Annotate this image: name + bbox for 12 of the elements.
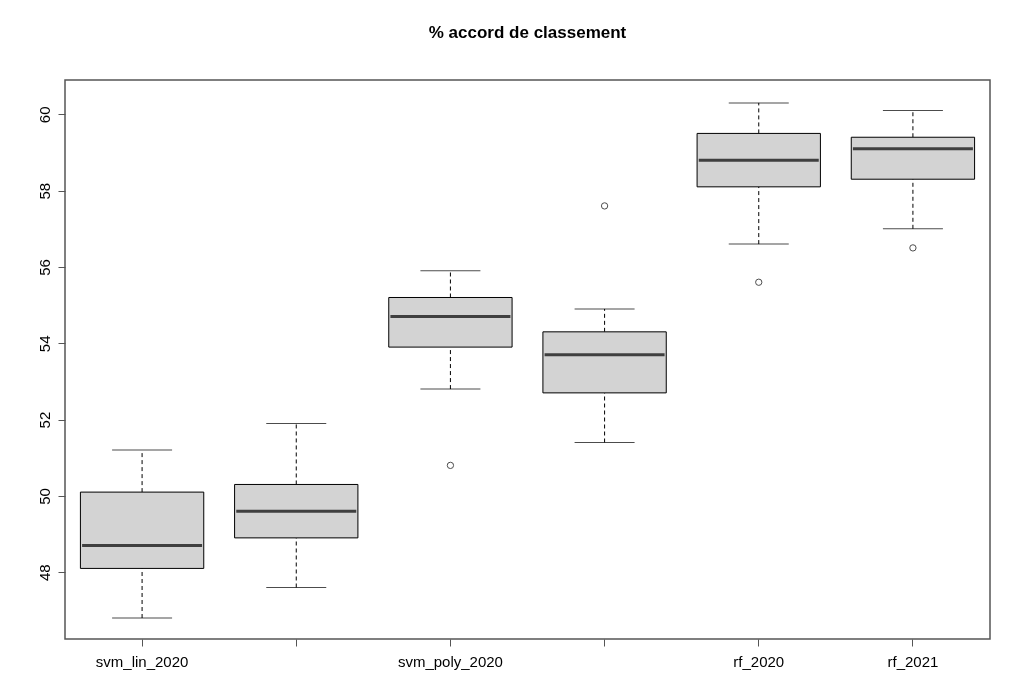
y-tick-label: 58 bbox=[35, 182, 53, 200]
y-tick-label: 50 bbox=[35, 488, 53, 505]
y-tick-label: 52 bbox=[35, 411, 53, 429]
x-tick-label: rf_2020 bbox=[733, 652, 785, 670]
y-tick-label: 48 bbox=[35, 564, 53, 582]
x-tick-label: svm_lin_2020 bbox=[95, 652, 189, 670]
x-tick-label: svm_poly_2020 bbox=[397, 652, 503, 670]
x-tick-label: rf_2021 bbox=[887, 652, 939, 670]
y-tick-label: 60 bbox=[35, 106, 53, 124]
y-tick-label: 56 bbox=[35, 259, 53, 276]
y-tick-label: 54 bbox=[35, 335, 53, 353]
chart-title: % accord de classement bbox=[428, 23, 627, 42]
